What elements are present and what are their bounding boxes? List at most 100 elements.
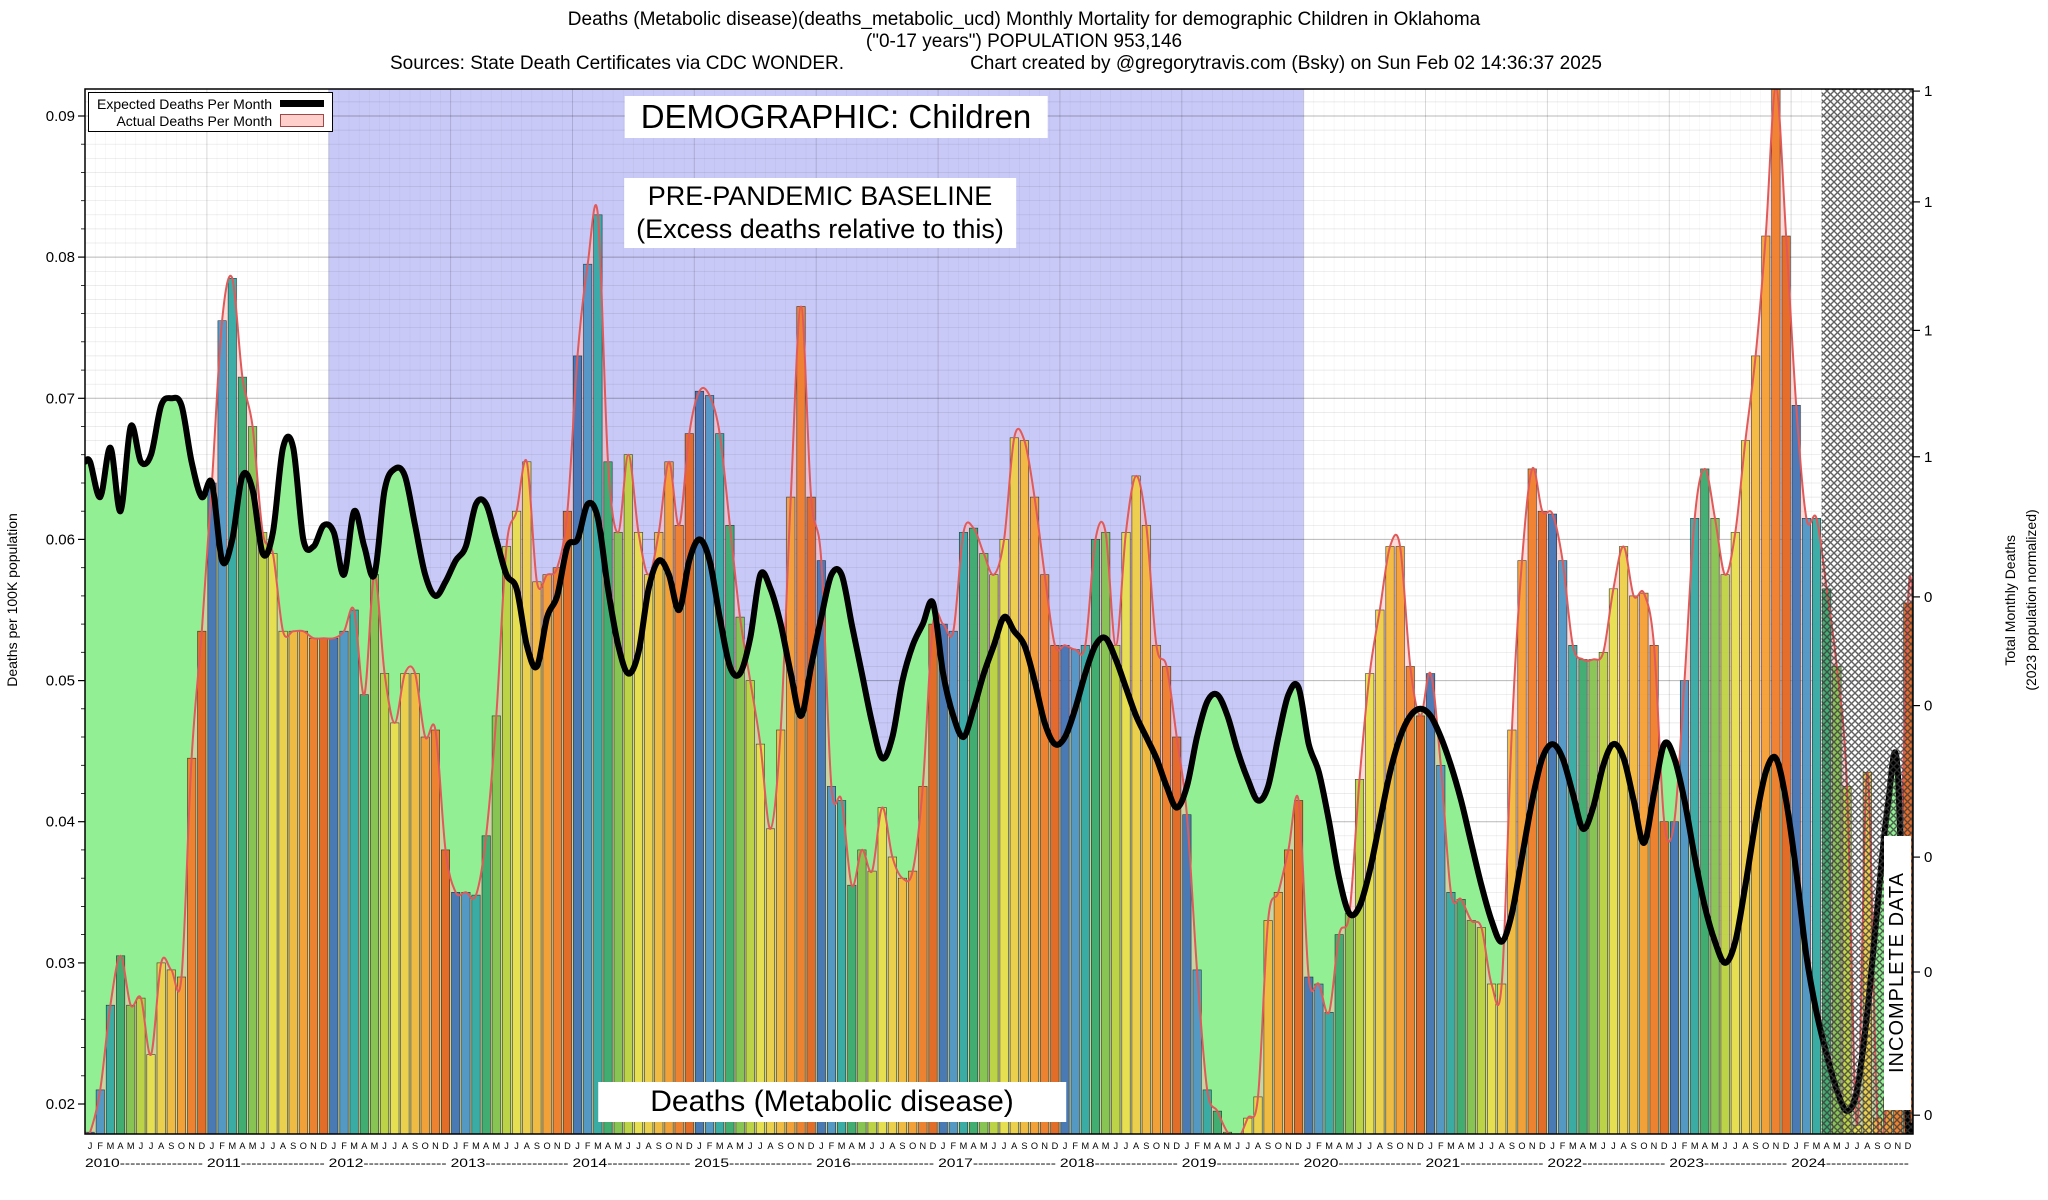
svg-text:A: A — [1621, 1141, 1628, 1151]
svg-text:J: J — [758, 1141, 763, 1151]
svg-text:2018----------------: 2018---------------- — [1060, 1158, 1178, 1170]
svg-text:J: J — [1114, 1141, 1119, 1151]
svg-text:J: J — [626, 1141, 631, 1151]
svg-text:F: F — [1194, 1141, 1200, 1151]
expected-line-swatch — [280, 100, 325, 107]
svg-text:J: J — [1601, 1141, 1606, 1151]
svg-text:N: N — [676, 1141, 683, 1151]
svg-text:M: M — [1102, 1141, 1110, 1151]
svg-text:J: J — [1733, 1141, 1738, 1151]
svg-text:J: J — [819, 1141, 824, 1151]
expected-line — [85, 394, 1913, 1134]
svg-text:S: S — [1021, 1141, 1027, 1151]
svg-text:J: J — [88, 1141, 93, 1151]
svg-text:M: M — [371, 1141, 379, 1151]
actual-area-swatch — [280, 114, 325, 127]
svg-text:F: F — [1682, 1141, 1688, 1151]
svg-text:F: F — [219, 1141, 225, 1151]
svg-text:J: J — [1235, 1141, 1240, 1151]
svg-text:A: A — [1011, 1141, 1018, 1151]
svg-text:0.02: 0.02 — [46, 1096, 75, 1113]
year-axis: 2010---------------- 2011----------------… — [85, 1158, 1909, 1170]
svg-text:J: J — [1723, 1141, 1728, 1151]
svg-text:M: M — [1325, 1141, 1333, 1151]
svg-text:M: M — [614, 1141, 622, 1151]
svg-text:J: J — [1185, 1141, 1190, 1151]
svg-text:S: S — [1874, 1141, 1880, 1151]
svg-text:O: O — [909, 1141, 916, 1151]
svg-text:D: D — [1539, 1141, 1546, 1151]
svg-text:N: N — [432, 1141, 439, 1151]
svg-text:2019----------------: 2019---------------- — [1182, 1158, 1300, 1170]
legend-actual-label: Actual Deaths Per Month — [116, 112, 273, 129]
svg-text:O: O — [1762, 1141, 1769, 1151]
svg-text:S: S — [168, 1141, 174, 1151]
page-title: Deaths (Metabolic disease)(deaths_metabo… — [567, 9, 1481, 30]
svg-text:J: J — [1489, 1141, 1494, 1151]
svg-text:A: A — [849, 1141, 856, 1151]
svg-text:N: N — [1163, 1141, 1170, 1151]
svg-text:F: F — [829, 1141, 835, 1151]
legend-row-actual: Actual Deaths Per Month — [97, 112, 325, 129]
svg-text:M: M — [980, 1141, 988, 1151]
svg-text:2020----------------: 2020---------------- — [1304, 1158, 1422, 1170]
svg-text:S: S — [1265, 1141, 1271, 1151]
svg-text:A: A — [1742, 1141, 1749, 1151]
svg-text:0: 0 — [1924, 589, 1932, 606]
svg-text:J: J — [870, 1141, 875, 1151]
svg-text:M: M — [1691, 1141, 1699, 1151]
right-axis-title-line2: (2023 population normalized) — [2023, 509, 2039, 691]
left-axis-title: Deaths per 100K population — [4, 513, 20, 687]
svg-text:J: J — [392, 1141, 397, 1151]
svg-text:J: J — [271, 1141, 276, 1151]
svg-text:A: A — [605, 1141, 612, 1151]
svg-text:A: A — [402, 1141, 409, 1151]
chart-title-box: Deaths (Metabolic disease) — [598, 1082, 1066, 1122]
svg-text:F: F — [707, 1141, 713, 1151]
svg-text:M: M — [594, 1141, 602, 1151]
svg-text:2010----------------: 2010---------------- — [85, 1158, 203, 1170]
baseline-annotation: PRE-PANDEMIC BASELINE (Excess deaths rel… — [624, 178, 1016, 248]
svg-text:N: N — [1041, 1141, 1048, 1151]
svg-text:D: D — [808, 1141, 815, 1151]
svg-text:J: J — [139, 1141, 144, 1151]
svg-text:2012----------------: 2012---------------- — [329, 1158, 447, 1170]
svg-text:D: D — [320, 1141, 327, 1151]
svg-text:0.07: 0.07 — [46, 390, 75, 407]
svg-text:O: O — [1031, 1141, 1038, 1151]
right-axis-title-line1: Total Monthly Deaths — [2002, 534, 2018, 666]
svg-text:J: J — [1672, 1141, 1677, 1151]
svg-text:M: M — [1467, 1141, 1475, 1151]
svg-text:D: D — [564, 1141, 571, 1151]
svg-text:1: 1 — [1924, 322, 1932, 339]
svg-text:F: F — [1438, 1141, 1444, 1151]
svg-text:A: A — [158, 1141, 165, 1151]
svg-text:M: M — [1569, 1141, 1577, 1151]
svg-text:O: O — [544, 1141, 551, 1151]
svg-text:0.08: 0.08 — [46, 249, 75, 266]
svg-text:M: M — [1224, 1141, 1232, 1151]
svg-text:J: J — [1367, 1141, 1372, 1151]
svg-text:M: M — [736, 1141, 744, 1151]
svg-text:D: D — [1295, 1141, 1302, 1151]
legend-row-expected: Expected Deaths Per Month — [97, 95, 325, 112]
svg-text:D: D — [198, 1141, 205, 1151]
svg-text:M: M — [1589, 1141, 1597, 1151]
svg-text:O: O — [422, 1141, 429, 1151]
svg-text:M: M — [127, 1141, 135, 1151]
svg-text:J: J — [992, 1141, 997, 1151]
svg-text:S: S — [1387, 1141, 1393, 1151]
svg-text:A: A — [1092, 1141, 1099, 1151]
svg-text:O: O — [1397, 1141, 1404, 1151]
svg-text:J: J — [575, 1141, 580, 1151]
svg-text:J: J — [697, 1141, 702, 1151]
svg-text:N: N — [310, 1141, 317, 1151]
svg-text:S: S — [1631, 1141, 1637, 1151]
svg-text:N: N — [919, 1141, 926, 1151]
svg-text:2024----------------: 2024---------------- — [1791, 1158, 1909, 1170]
svg-text:A: A — [1824, 1141, 1831, 1151]
svg-text:A: A — [524, 1141, 531, 1151]
svg-text:J: J — [514, 1141, 519, 1151]
svg-text:M: M — [107, 1141, 115, 1151]
